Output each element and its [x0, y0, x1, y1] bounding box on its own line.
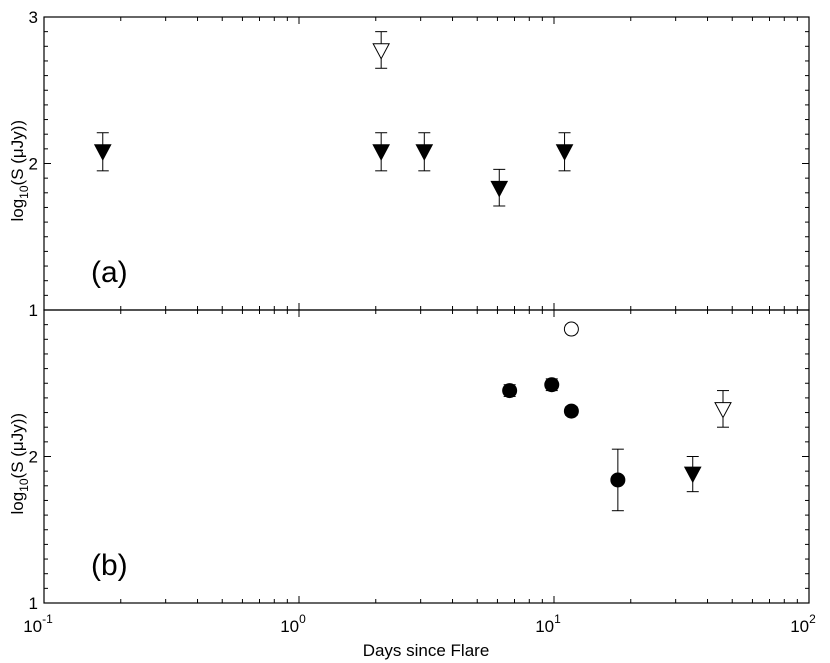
plot-frame	[43, 16, 810, 311]
detection-marker	[610, 472, 626, 488]
detection-marker	[563, 403, 579, 419]
upper-limit-marker	[93, 144, 112, 161]
x-tick-label: 101	[535, 612, 561, 636]
panel-label: (a)	[91, 256, 128, 289]
x-axis-label: Days since Flare	[363, 641, 490, 660]
x-axis-labels: 10-1 100 101 102 Days since Flare	[23, 612, 816, 660]
y-tick-label: 2	[29, 155, 38, 174]
detection-marker	[502, 383, 518, 399]
y-tick-label: 1	[29, 301, 38, 320]
panel-label: (b)	[91, 549, 128, 582]
upper-limit-marker	[683, 466, 702, 484]
y-axis-label: log10(S (μJy))	[8, 120, 31, 222]
x-tick-label: 10-1	[23, 612, 53, 636]
upper-limit-marker	[372, 43, 390, 60]
upper-limit-marker	[372, 144, 390, 161]
upper-limit-marker	[490, 180, 509, 198]
upper-limit-marker	[714, 402, 732, 419]
y-tick-label: 1	[29, 594, 38, 613]
x-tick-label: 100	[280, 612, 306, 636]
panel-a: 1 2 3 log10(S (μJy)) (a)	[8, 8, 810, 320]
y-axis-label: log10(S (μJy))	[8, 413, 31, 515]
upper-limit-marker	[415, 144, 434, 161]
detection-marker	[563, 321, 579, 337]
x-tick-label: 102	[790, 612, 816, 636]
y-tick-label: 2	[29, 448, 38, 467]
detection-marker	[544, 377, 560, 393]
y-tick-label: 3	[29, 8, 38, 27]
upper-limit-marker	[555, 144, 574, 161]
